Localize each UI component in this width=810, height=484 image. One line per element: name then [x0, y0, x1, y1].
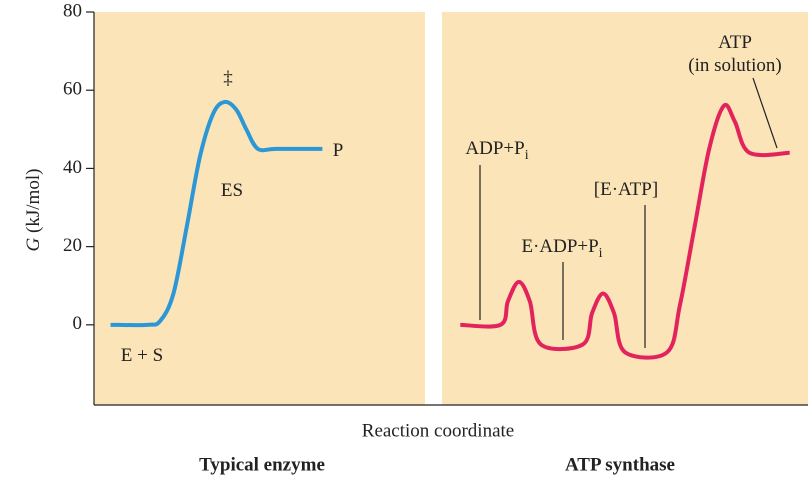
- annotation: E·ADP+Pi: [521, 236, 602, 261]
- annotation-text: ES: [221, 180, 243, 201]
- y-tick-label: 80: [63, 0, 82, 21]
- y-axis-label-rest: (kJ/mol): [23, 169, 44, 238]
- annotation-subscript: i: [525, 148, 529, 163]
- panel-title: ATP synthase: [565, 454, 675, 475]
- annotation: [E·ATP]: [594, 179, 658, 200]
- y-axis-label: G (kJ/mol): [23, 169, 44, 252]
- panel-title: Typical enzyme: [199, 454, 325, 475]
- annotation: (in solution): [688, 55, 781, 76]
- annotation: ‡: [223, 68, 233, 89]
- annotation-text: E·ADP+P: [521, 236, 598, 257]
- annotation-text: E + S: [121, 345, 163, 366]
- annotation: ES: [221, 180, 243, 201]
- energy-curve: [110, 99, 323, 328]
- panel-background: [94, 12, 425, 405]
- leader-line: [752, 77, 778, 149]
- annotation-text: ‡: [223, 68, 233, 89]
- energy-curve: [460, 102, 790, 360]
- annotation-text: (in solution): [688, 55, 781, 76]
- panel-background: [442, 12, 808, 405]
- y-tick-label: 60: [63, 79, 82, 100]
- y-tick-label: 0: [73, 313, 83, 334]
- annotation-text: [E·ATP]: [594, 179, 658, 200]
- annotation: ATP: [718, 32, 752, 53]
- annotation-text: ADP+P: [465, 138, 524, 159]
- annotation: P: [333, 140, 344, 161]
- y-tick-label: 40: [63, 157, 82, 178]
- y-tick-label: 20: [63, 235, 82, 256]
- annotation-text: P: [333, 140, 344, 161]
- annotation-subscript: i: [599, 246, 603, 261]
- x-axis-label: Reaction coordinate: [362, 420, 514, 441]
- annotation-text: ATP: [718, 32, 752, 53]
- y-axis-label-italic: G: [23, 237, 44, 251]
- annotation: E + S: [121, 345, 163, 366]
- annotation: ADP+Pi: [465, 138, 528, 163]
